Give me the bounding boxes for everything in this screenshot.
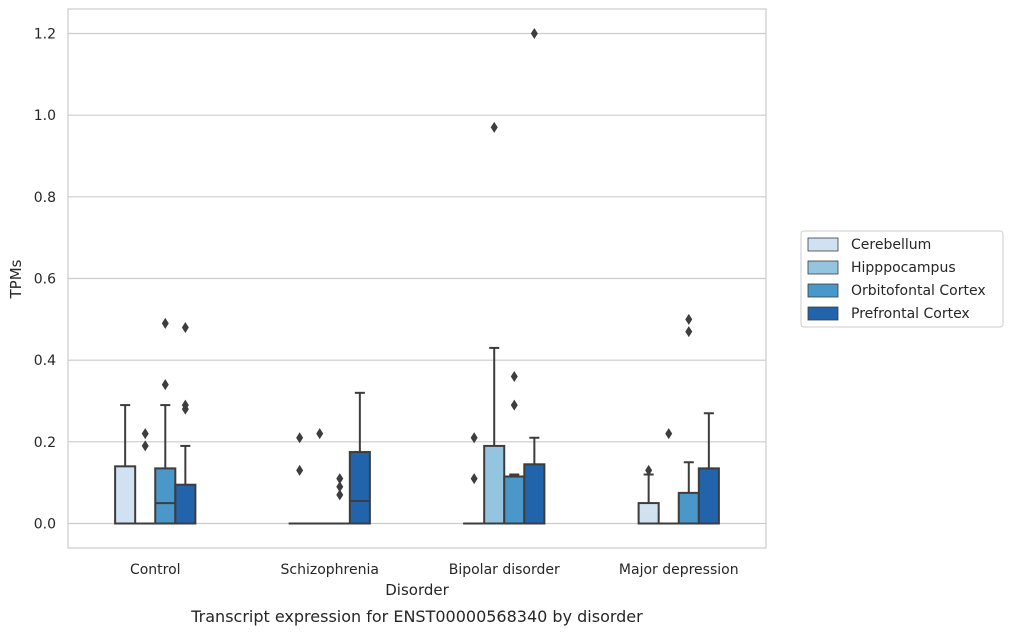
legend-label: Prefrontal Cortex: [851, 306, 970, 322]
outlier-point: [316, 428, 324, 440]
box-3-2: [523, 28, 546, 525]
legend-swatch: [807, 237, 839, 252]
legend-swatch: [807, 283, 839, 298]
outlier-point: [530, 28, 538, 39]
box-iqr: [114, 465, 137, 525]
outlier-point: [645, 464, 653, 476]
x-ticks: Control Schizophrenia Bipolar disorder Majo…: [130, 562, 739, 578]
y-tick-label: 1.2: [34, 27, 56, 43]
legend-label: Cerebellum: [851, 237, 931, 253]
boxes: [114, 28, 720, 525]
outlier-point: [685, 313, 693, 325]
outlier-point: [296, 432, 304, 444]
box-iqr: [483, 444, 506, 525]
box-3-0: [174, 322, 197, 525]
box-iqr: [637, 502, 660, 525]
outlier-point: [141, 440, 149, 452]
box-iqr: [503, 475, 526, 525]
box-iqr: [174, 483, 197, 525]
box-2-0: [154, 317, 177, 525]
box-0-3: [637, 464, 660, 525]
y-tick-label: 0.6: [34, 272, 56, 288]
box-2-2: [503, 371, 526, 525]
legend-label: Orbitofontal Cortex: [851, 283, 986, 299]
y-tick-label: 0.0: [34, 517, 56, 533]
x-tick-label: Schizophrenia: [281, 562, 379, 578]
y-tick-label: 0.2: [34, 435, 56, 451]
box-1-1: [308, 428, 331, 525]
box-iqr: [523, 463, 546, 525]
legend-swatch: [807, 306, 839, 321]
box-2-1: [328, 473, 351, 525]
x-tick-label: Control: [130, 562, 181, 578]
outlier-point: [665, 428, 673, 440]
outlier-point: [161, 379, 169, 391]
x-tick-label: Bipolar disorder: [449, 562, 560, 578]
plot-frame: [67, 8, 767, 549]
outlier-point: [141, 428, 149, 440]
y-tick-label: 0.8: [34, 190, 56, 206]
outlier-point: [336, 473, 344, 485]
box-3-3: [697, 412, 720, 525]
outlier-point: [470, 473, 478, 485]
box-iqr: [154, 467, 177, 525]
outlier-point: [181, 322, 189, 333]
legend: Cerebellum Hipppocampus Orbitofontal Corte…: [800, 230, 1004, 328]
outlier-point: [336, 489, 344, 501]
box-0-0: [114, 404, 137, 525]
box-iqr: [677, 491, 700, 525]
outlier-point: [296, 464, 304, 476]
x-axis-label: Disorder: [385, 581, 449, 599]
legend-label: Hipppocampus: [851, 260, 956, 276]
box-iqr: [348, 451, 371, 525]
chart-caption: Transcript expression for ENST0000056834…: [190, 607, 643, 626]
box-iqr: [697, 467, 720, 525]
outlier-point: [490, 121, 498, 133]
box-3-1: [348, 391, 371, 525]
outlier-point: [510, 371, 518, 382]
y-ticks: 0.0 0.2 0.4 0.6 0.8 1.0 1.2: [34, 27, 56, 533]
y-tick-label: 0.4: [34, 353, 56, 369]
outlier-point: [510, 399, 518, 411]
legend-frame: [800, 230, 1004, 328]
outlier-point: [181, 399, 189, 411]
legend-swatch: [807, 260, 839, 275]
outlier-point: [336, 481, 344, 493]
y-tick-label: 1.0: [34, 108, 56, 124]
x-tick-label: Major depression: [619, 562, 739, 578]
outlier-point: [470, 432, 478, 444]
box-2-3: [677, 313, 700, 525]
outlier-point: [161, 317, 169, 329]
box-1-2: [483, 121, 506, 525]
y-axis-label: TPMs: [7, 259, 25, 299]
box-0-1: [288, 432, 311, 525]
outlier-point: [685, 326, 693, 338]
